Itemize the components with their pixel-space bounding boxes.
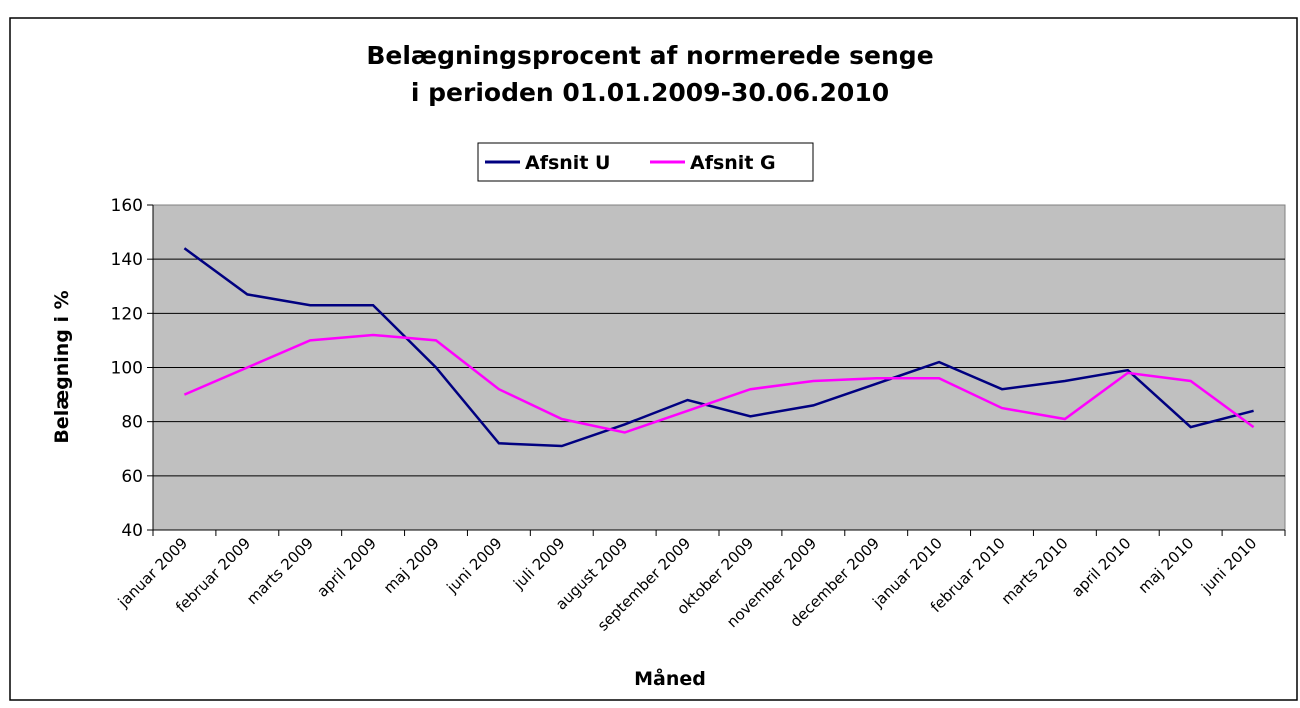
legend-label: Afsnit U (525, 152, 610, 174)
chart-title: Belægningsprocent af normerede senge (366, 41, 933, 70)
y-axis-label: Belægning i % (51, 290, 73, 443)
y-tick-label: 100 (111, 359, 143, 379)
legend-label: Afsnit G (690, 152, 776, 174)
series-line (183, 247, 1254, 448)
y-tick-label: 120 (111, 304, 143, 324)
x-axis-label: Måned (634, 666, 706, 690)
legend (477, 142, 814, 182)
y-tick-label: 40 (121, 521, 143, 541)
y-tick-label: 160 (111, 196, 143, 216)
chart-subtitle: i perioden 01.01.2009-30.06.2010 (411, 78, 889, 107)
series-line (183, 333, 1255, 434)
y-tick-label: 140 (111, 250, 143, 270)
y-tick-label: 60 (121, 467, 143, 487)
y-tick-label: 80 (121, 413, 143, 433)
